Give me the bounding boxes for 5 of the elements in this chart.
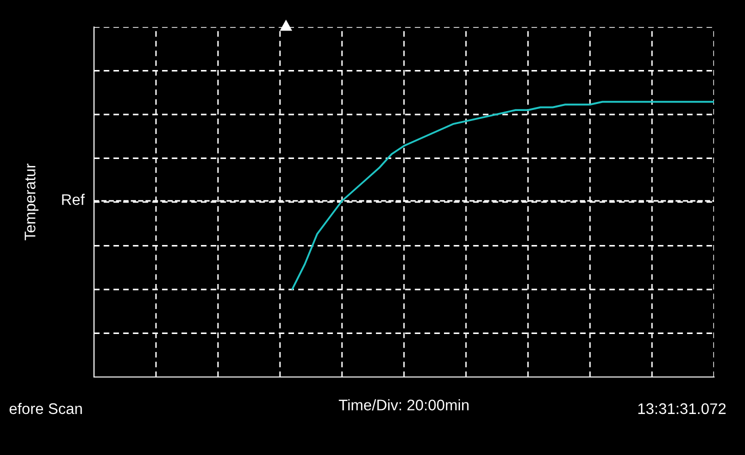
text: efore Scan xyxy=(10,402,82,414)
text: 13:31:31.072 xyxy=(638,403,726,414)
ref-line-label: Ref xyxy=(62,194,85,205)
y-axis-title: Temperatur xyxy=(24,164,38,240)
x-axis-title: Time/Div: 20:00min xyxy=(338,399,469,410)
